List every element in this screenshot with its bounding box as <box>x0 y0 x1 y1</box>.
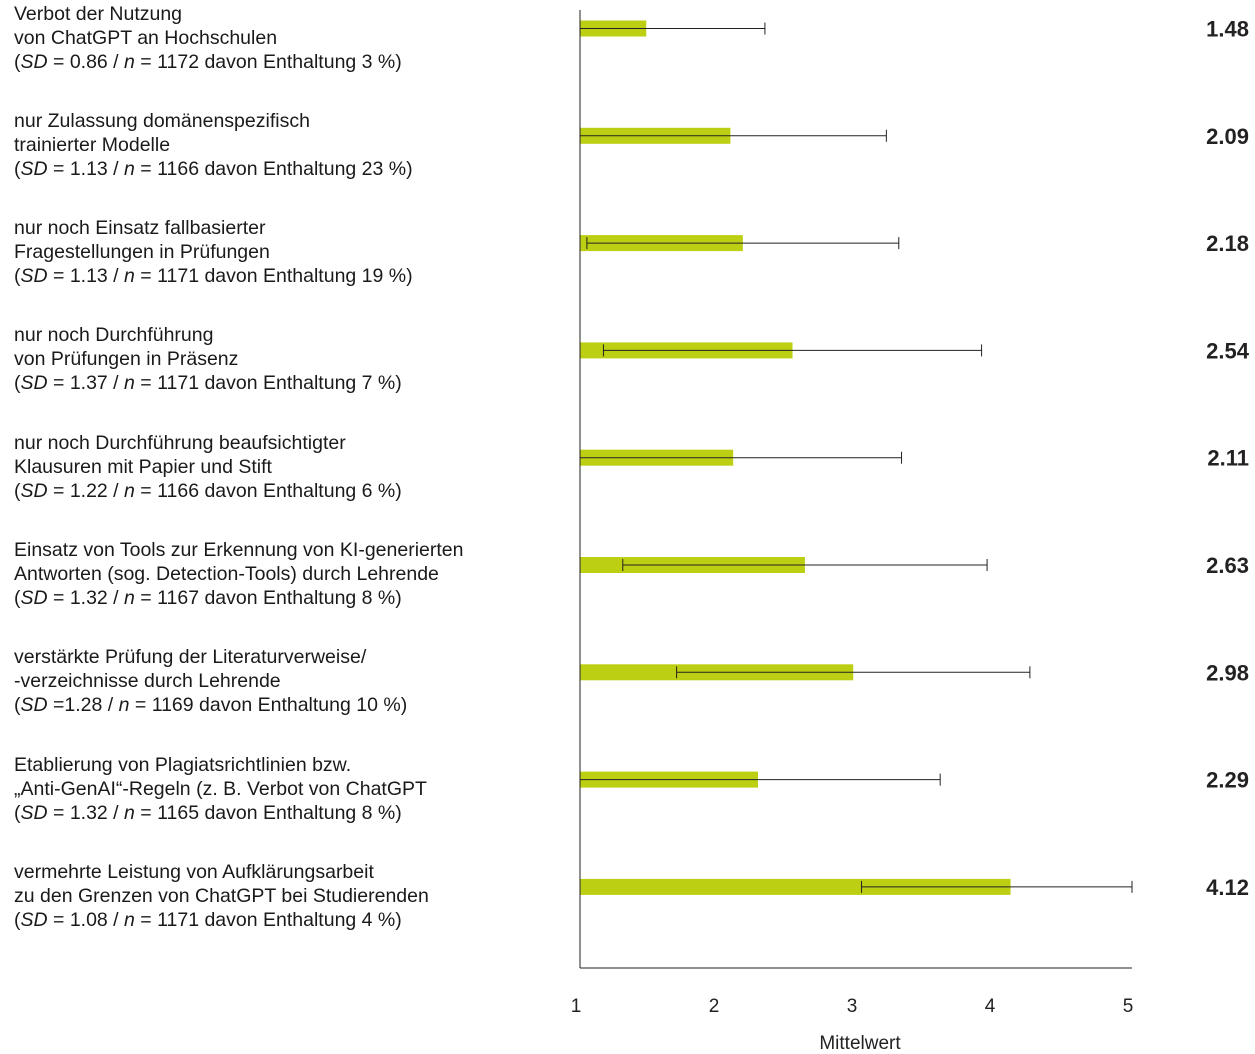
category-label-line: nur noch Durchführung beaufsichtigter <box>14 431 346 454</box>
category-label-line: trainierter Modelle <box>14 133 171 156</box>
category-label-line: Einsatz von Tools zur Erkennung von KI-g… <box>14 539 464 561</box>
x-tick-label: 3 <box>847 996 858 1017</box>
mean-value-label: 2.11 <box>1207 446 1249 471</box>
category-stats-line: (SD = 0.86 / n = 1172 davon Enthaltung 3… <box>14 50 402 73</box>
category-stats-line: (SD = 1.22 / n = 1166 davon Enthaltung 6… <box>14 479 402 502</box>
category-stats-line: (SD = 1.32 / n = 1165 davon Enthaltung 8… <box>14 801 402 824</box>
category-label: Verbot der Nutzung von ChatGPT an Hochsch… <box>14 2 574 74</box>
category-stats-line: (SD = 1.32 / n = 1167 davon Enthaltung 8… <box>14 587 402 609</box>
category-label: nur noch Durchführung von Prüfungen in Pr… <box>14 323 574 395</box>
mean-value-label: 1.48 <box>1206 17 1249 42</box>
category-label-line: Etablierung von Plagiatsrichtlinien bzw. <box>14 753 352 776</box>
error-bar <box>586 237 900 250</box>
category-label-line: nur noch Einsatz fallbasierter <box>14 217 266 240</box>
category-label-line: von ChatGPT an Hochschulen <box>14 26 278 49</box>
category-label-line: -verzeichnisse durch Lehrende <box>14 670 281 693</box>
category-label-line: Antworten (sog. Detection-Tools) durch L… <box>14 563 439 585</box>
bars-layer <box>580 20 1011 895</box>
category-label-line: vermehrte Leistung von Aufklärungsarbeit <box>14 860 374 883</box>
category-label-line: nur Zulassung domänenspezifisch <box>14 109 310 132</box>
mean-value-label: 2.54 <box>1206 338 1250 363</box>
mean-value-label: 2.18 <box>1206 231 1249 256</box>
category-label-line: Verbot der Nutzung <box>14 2 183 25</box>
category-label-line: verstärkte Prüfung der Literaturverweise… <box>14 646 367 669</box>
mean-value-label: 2.63 <box>1206 553 1249 578</box>
error-bar <box>622 559 988 571</box>
mean-value-label: 2.29 <box>1206 768 1249 793</box>
category-stats-line: (SD = 1.13 / n = 1166 davon Enthaltung 2… <box>14 157 413 180</box>
category-stats-line: (SD =1.28 / n = 1169 davon Enthaltung 10… <box>14 694 408 717</box>
error-bar <box>602 344 983 357</box>
x-tick-labels-layer: 1 2 3 4 5 <box>571 996 1134 1017</box>
category-label: verstärkte Prüfung der Literaturverweise… <box>14 645 574 717</box>
error-bar <box>861 880 1133 893</box>
category-label-line: nur noch Durchführung <box>14 324 214 347</box>
mean-labels-layer: 1.48 2.09 2.18 2.54 2.11 2.63 2.98 2.29 4.12 <box>1206 17 1250 900</box>
category-label: nur noch Einsatz fallbasierter Fragestell… <box>14 216 574 288</box>
bar <box>580 878 1011 895</box>
x-tick-label: 1 <box>571 996 582 1017</box>
mean-value-label: 2.98 <box>1206 660 1249 685</box>
category-label: vermehrte Leistung von Aufklärungsarbeit… <box>14 860 574 932</box>
mean-value-label: 2.09 <box>1206 124 1249 149</box>
category-label: nur Zulassung domänenspezifisch trainiert… <box>14 109 574 181</box>
mean-value-label: 4.12 <box>1206 875 1249 900</box>
error-bars-layer <box>579 22 1133 893</box>
category-label-line: Fragestellungen in Prüfungen <box>14 241 270 264</box>
category-label: Etablierung von Plagiatsrichtlinien bzw.… <box>14 753 574 825</box>
error-bar <box>676 666 1031 679</box>
x-tick-label: 4 <box>985 996 996 1017</box>
category-label-line: Klausuren mit Papier und Stift <box>14 455 272 478</box>
category-label-line: von Prüfungen in Präsenz <box>14 348 239 371</box>
category-labels: Verbot der Nutzung von ChatGPT an Hochsch… <box>14 0 574 1054</box>
category-label: nur noch Durchführung beaufsichtigter Kla… <box>14 431 574 503</box>
category-stats-line: (SD = 1.37 / n = 1171 davon Enthaltung 7… <box>14 372 402 395</box>
category-stats-line: (SD = 1.13 / n = 1171 davon Enthaltung 1… <box>14 265 413 288</box>
x-tick-label: 5 <box>1123 996 1134 1017</box>
category-label-line: zu den Grenzen von ChatGPT bei Studieren… <box>14 884 429 907</box>
category-label: Einsatz von Tools zur Erkennung von KI-g… <box>14 538 574 610</box>
x-axis-title: Mittelwert <box>819 1033 901 1054</box>
category-stats-line: (SD = 1.08 / n = 1171 davon Enthaltung 4… <box>14 908 402 931</box>
x-tick-label: 2 <box>709 996 720 1017</box>
category-label-line: „Anti-GenAI“-Regeln (z. B. Verbot von Ch… <box>14 777 427 800</box>
